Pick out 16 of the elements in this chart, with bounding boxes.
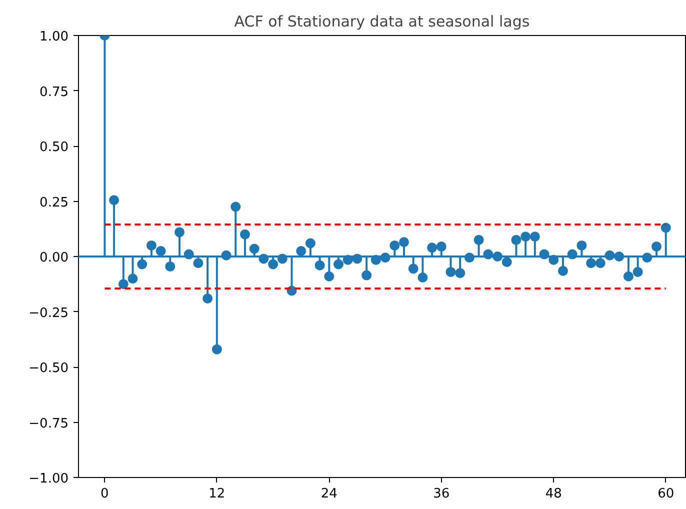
y-tick-label: −0.50 xyxy=(28,361,69,376)
x-tick-label: 0 xyxy=(100,486,109,502)
y-tick-label: −0.75 xyxy=(28,416,69,432)
x-tick-label: 12 xyxy=(208,486,226,502)
y-tick-label: 0.50 xyxy=(40,140,69,155)
x-tick-label: 48 xyxy=(545,486,562,502)
x-tick-label: 36 xyxy=(433,486,450,502)
y-tick-label: −1.00 xyxy=(28,472,69,486)
x-tick-label: 60 xyxy=(658,486,674,502)
chart-title: ACF of Stationary data at seasonal lags xyxy=(234,12,530,30)
y-tick-label: 0.00 xyxy=(40,250,69,266)
x-tick-label: 24 xyxy=(320,486,338,502)
y-tick-label: 0.25 xyxy=(40,195,69,210)
y-tick-label: 0.75 xyxy=(40,84,69,100)
y-tick-label: −0.25 xyxy=(28,306,69,321)
y-tick-label: 1.00 xyxy=(40,30,69,44)
